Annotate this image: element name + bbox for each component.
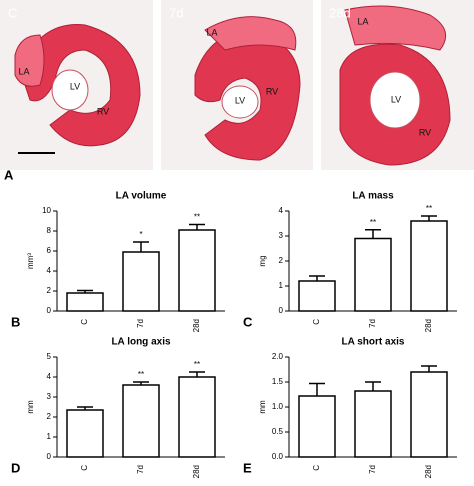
bar: [298, 280, 336, 312]
panel-letter: A: [4, 167, 14, 182]
region-label: RV: [419, 127, 431, 137]
y-axis-label: mg: [258, 255, 267, 266]
bar: [410, 371, 448, 458]
x-tick-label: 28d: [192, 319, 201, 332]
bar: [122, 384, 160, 458]
x-tick-label: C: [80, 319, 89, 325]
image-label: 28d: [329, 5, 351, 20]
region-label: RV: [266, 86, 278, 96]
significance: **: [370, 218, 376, 227]
bar: [354, 237, 392, 312]
chart-title: LA mass: [352, 191, 394, 202]
y-axis-label: mm: [258, 400, 267, 414]
bar: [178, 229, 216, 312]
y-tick-label: 8: [47, 226, 52, 235]
x-tick-label: 7d: [368, 319, 377, 328]
significance: *: [139, 230, 142, 239]
y-tick-label: 10: [42, 206, 51, 215]
y-tick-label: 0.5: [272, 427, 284, 436]
bar: [410, 220, 448, 312]
image-label: C: [8, 5, 17, 20]
y-tick-label: 5: [47, 352, 52, 361]
chart-title: LA short axis: [342, 337, 405, 348]
y-axis-label: mm: [26, 400, 35, 414]
y-tick-label: 2.0: [272, 352, 284, 361]
y-tick-label: 1: [47, 432, 52, 441]
bar: [354, 390, 392, 458]
chart-title: LA long axis: [111, 337, 171, 348]
y-tick-label: 3: [47, 392, 52, 401]
significance: **: [194, 360, 200, 369]
region-label: LA: [206, 27, 217, 37]
y-tick-label: 1.5: [272, 377, 284, 386]
significance: **: [194, 213, 200, 222]
panel-letter: B: [11, 314, 20, 329]
bar: [178, 376, 216, 458]
panel-letter: C: [243, 314, 253, 329]
y-tick-label: 6: [47, 246, 52, 255]
panel-letter: D: [11, 460, 20, 475]
region-label: RV: [97, 106, 109, 116]
significance: **: [426, 204, 432, 213]
bar: [66, 409, 104, 458]
y-tick-label: 2: [47, 286, 52, 295]
y-tick-label: 1.0: [272, 402, 284, 411]
region-label: LA: [357, 16, 368, 26]
panel-letter: E: [243, 460, 252, 475]
bar: [122, 251, 160, 312]
y-tick-label: 4: [279, 206, 284, 215]
bar: [66, 292, 104, 312]
x-tick-label: 28d: [424, 319, 433, 332]
y-tick-label: 0: [279, 306, 284, 315]
region-label: LA: [18, 66, 29, 76]
chart-title: LA volume: [116, 191, 167, 202]
y-tick-label: 1: [279, 281, 284, 290]
y-tick-label: 0: [47, 306, 52, 315]
y-tick-label: 2: [47, 412, 52, 421]
y-axis-label: mm³: [26, 253, 35, 269]
y-tick-label: 3: [279, 231, 284, 240]
region-label: LV: [391, 94, 401, 104]
region-label: LV: [70, 81, 80, 91]
cavity: [51, 69, 421, 129]
y-tick-label: 0: [47, 452, 52, 461]
region-label: LV: [235, 95, 245, 105]
y-tick-label: 4: [47, 372, 52, 381]
x-tick-label: C: [312, 319, 321, 325]
y-tick-label: 2: [279, 256, 284, 265]
bar: [298, 395, 336, 458]
significance: **: [138, 370, 144, 379]
x-tick-label: 7d: [368, 465, 377, 474]
y-tick-label: 0.0: [272, 452, 284, 461]
x-tick-label: 28d: [424, 465, 433, 478]
image-label: 7d: [169, 5, 183, 20]
x-tick-label: 28d: [192, 465, 201, 478]
heart-section: [14, 5, 451, 166]
y-tick-label: 4: [47, 266, 52, 275]
x-tick-label: 7d: [136, 319, 145, 328]
x-tick-label: C: [80, 465, 89, 471]
x-tick-label: 7d: [136, 465, 145, 474]
x-tick-label: C: [312, 465, 321, 471]
